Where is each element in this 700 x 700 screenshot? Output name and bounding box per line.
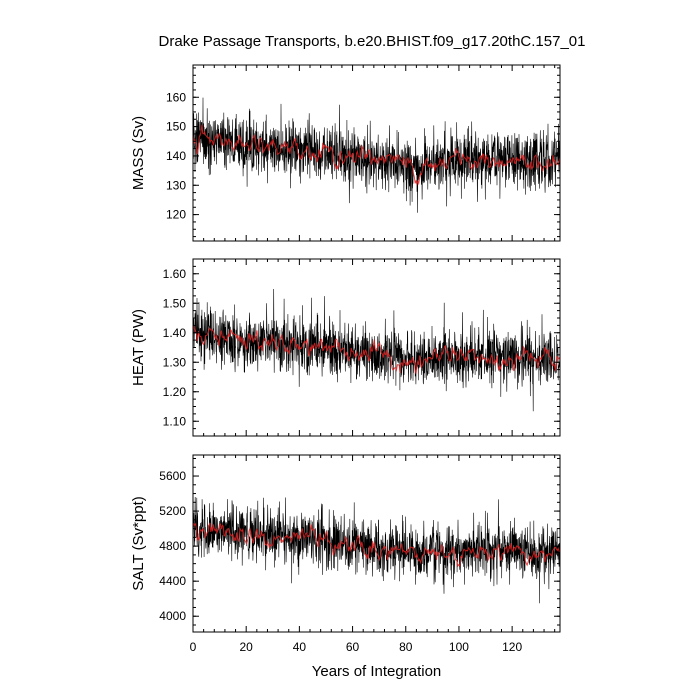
- y-tick-label: 120: [166, 208, 186, 222]
- x-tick-label: 100: [449, 640, 469, 654]
- y-tick-label: 150: [166, 120, 186, 134]
- x-tick-label: 120: [502, 640, 522, 654]
- panel-1: 1.10 1.20 1.30 1.40 1.50 1.60 HEAT (PW): [130, 258, 561, 437]
- x-tick-label: 20: [240, 640, 254, 654]
- x-tick-label: 40: [293, 640, 307, 654]
- y-tick-label: 5600: [159, 469, 186, 483]
- plot-frame: [192, 454, 561, 633]
- y-tick-label: 4800: [159, 539, 186, 553]
- y-tick-label: 1.10: [163, 414, 187, 428]
- series-monthly-line: [192, 288, 561, 412]
- series-smoothed-line: [192, 326, 561, 374]
- panel-2: 4000 4400 4800 5200 5600 0 20 40 60 80 100 120 SALT …: [130, 454, 561, 680]
- y-tick-label: 5200: [159, 504, 186, 518]
- series-monthly-line: [192, 97, 561, 213]
- y-tick-label: 1.50: [163, 296, 187, 310]
- x-tick-label: 0: [190, 640, 197, 654]
- panels-group: 120 130 140 150 160 MASS (Sv) 1.10 1.20 1.30 1.40…: [130, 64, 561, 680]
- series-smoothed-line: [192, 124, 561, 187]
- y-axis-title: HEAT (PW): [130, 309, 147, 386]
- x-axis-title: Years of Integration: [312, 663, 442, 680]
- y-tick-label: 1.60: [163, 267, 187, 281]
- plot-frame: [192, 64, 561, 242]
- x-tick-label: 60: [346, 640, 360, 654]
- series-monthly-line: [192, 496, 561, 604]
- y-tick-label: 4400: [159, 574, 186, 588]
- y-tick-label: 1.30: [163, 355, 187, 369]
- chart-title: Drake Passage Transports, b.e20.BHIST.f0…: [159, 33, 586, 50]
- y-axis-title: SALT (Sv*ppt): [130, 496, 147, 590]
- y-tick-label: 4000: [159, 609, 186, 623]
- series-smoothed-line: [192, 522, 561, 568]
- x-tick-label: 80: [399, 640, 413, 654]
- panel-0: 120 130 140 150 160 MASS (Sv): [130, 64, 561, 242]
- y-axis-title: MASS (Sv): [130, 116, 147, 190]
- y-tick-label: 130: [166, 178, 186, 192]
- y-tick-label: 1.40: [163, 326, 187, 340]
- y-tick-label: 140: [166, 149, 186, 163]
- y-tick-label: 160: [166, 90, 186, 104]
- y-tick-label: 1.20: [163, 385, 187, 399]
